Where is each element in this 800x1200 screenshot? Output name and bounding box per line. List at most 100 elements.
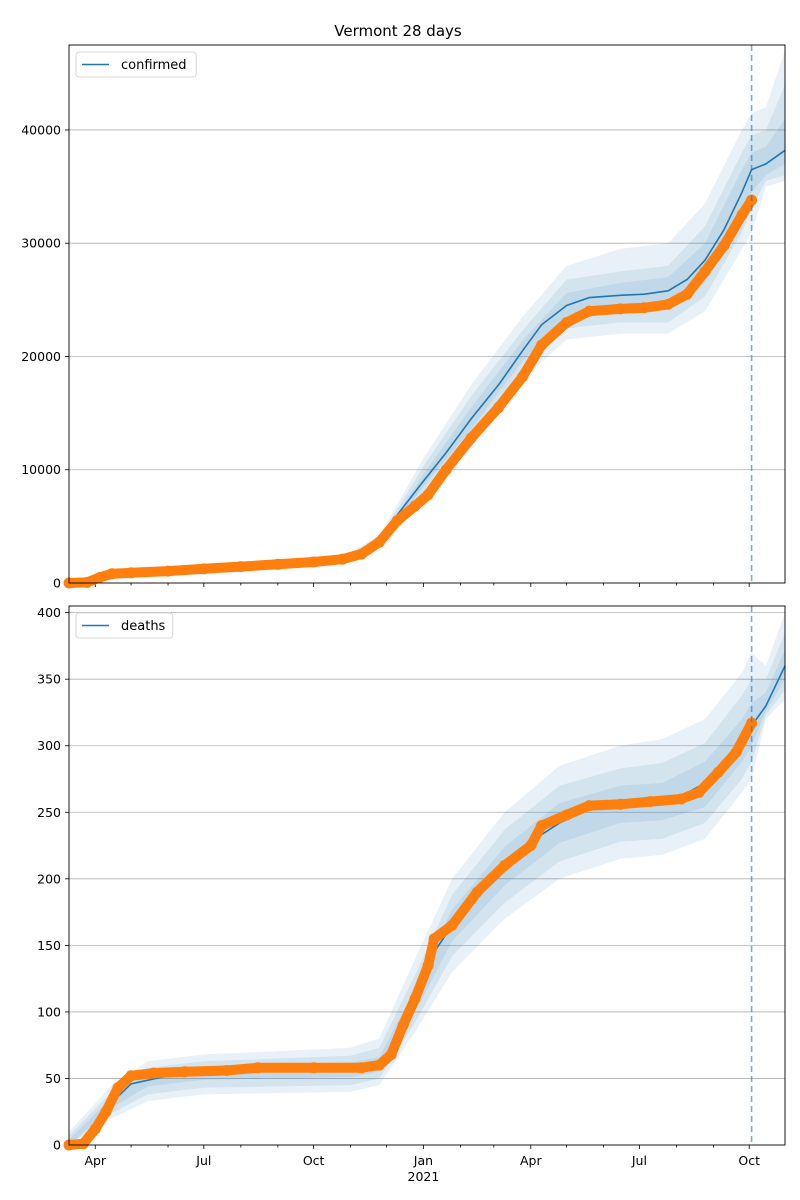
panel-deaths: 0 50 100 150 200 250 300 350 400 Apr Jul Oct Jan2021… (37, 605, 786, 1184)
observed-point (409, 500, 421, 512)
y-tick-label: 40000 (21, 122, 61, 137)
observed-point (373, 536, 385, 548)
x-tick-label: Jul (631, 1153, 647, 1168)
observed-point (746, 717, 758, 729)
legend: confirmed (75, 51, 197, 78)
observed-point (499, 860, 511, 872)
observed-point (561, 809, 573, 821)
observed-point (644, 796, 656, 808)
legend: deaths (75, 612, 174, 639)
observed-point (675, 793, 687, 805)
observed-point (730, 746, 742, 758)
y-tick-label: 200 (37, 871, 61, 886)
observed-point (94, 571, 106, 583)
observed-point (428, 933, 440, 945)
observed-point (662, 298, 674, 310)
observed-point (385, 1049, 397, 1061)
observed-point (179, 1066, 191, 1078)
y-tick-label: 400 (37, 605, 61, 620)
observed-point (252, 1062, 264, 1074)
confidence-band (69, 84, 785, 583)
axes-frame (68, 44, 786, 584)
observed-point (440, 464, 452, 476)
observed-point (162, 565, 174, 577)
observed-point (614, 303, 626, 315)
panel-confirmed: 0 10000 20000 30000 40000 confirmed (21, 44, 786, 591)
observed-point (525, 840, 537, 852)
observed-point (112, 1082, 124, 1094)
observed-point (614, 798, 626, 810)
observed-point (106, 568, 118, 580)
x-tick-label: Oct (303, 1153, 325, 1168)
observed-point (81, 576, 93, 588)
legend-box (75, 51, 197, 78)
x-tick-label: Jul (195, 1153, 211, 1168)
y-tick-label: 0 (53, 576, 61, 591)
observed-point (391, 515, 403, 527)
observed-point (89, 1123, 101, 1135)
observed-point (125, 1070, 137, 1082)
confirmed-line (68, 149, 786, 584)
observed-point (465, 432, 477, 444)
y-tick-label: 50 (45, 1071, 61, 1086)
x-tick-label: Jan (413, 1153, 433, 1168)
y-tick-label: 300 (37, 738, 61, 753)
observed-point (516, 371, 528, 383)
observed-point (397, 1019, 409, 1031)
observed-point (699, 266, 711, 278)
y-tick-label: 100 (37, 1004, 61, 1019)
observed-point (235, 561, 247, 573)
x-tick-label: Apr (84, 1153, 106, 1168)
observed-point (471, 886, 483, 898)
observed-point (638, 302, 650, 314)
observed-point (272, 558, 284, 570)
observed-point (561, 316, 573, 328)
observed-point (355, 548, 367, 560)
observed-point (373, 1059, 385, 1071)
observed-point (736, 209, 748, 221)
observed-point (100, 1106, 112, 1118)
y-tick-label: 250 (37, 805, 61, 820)
legend-label: deaths (121, 619, 166, 634)
observed-point (422, 489, 434, 501)
observed-point (536, 820, 548, 832)
observed-point (308, 556, 320, 568)
observed-point (148, 1067, 160, 1079)
observed-point (409, 993, 421, 1005)
confidence-band (69, 50, 785, 583)
chart-title: Vermont 28 days (334, 22, 462, 40)
observed-point (355, 1062, 367, 1074)
y-tick-label: 30000 (21, 236, 61, 251)
observed-point (718, 239, 730, 251)
y-tick-label: 350 (37, 672, 61, 687)
observed-point (198, 563, 210, 575)
observed-point (583, 305, 595, 317)
confidence-band (69, 612, 785, 1145)
observed-point (583, 800, 595, 812)
observed-point (77, 1138, 89, 1150)
x-tick-sublabel: 2021 (408, 1169, 440, 1184)
y-tick-label: 150 (37, 938, 61, 953)
y-tick-label: 0 (53, 1138, 61, 1153)
observed-point (422, 959, 434, 971)
observed-point (446, 919, 458, 931)
observed-point (493, 401, 505, 413)
x-tick-label: Apr (520, 1153, 542, 1168)
observed-point (308, 1062, 320, 1074)
observed-point (681, 288, 693, 300)
observed-point (336, 553, 348, 565)
confidence-band (69, 632, 785, 1145)
observed-point (221, 1064, 233, 1076)
confidence-band (69, 118, 785, 583)
legend-box (75, 612, 174, 639)
axes-frame (68, 605, 786, 1146)
y-tick-label: 20000 (21, 349, 61, 364)
x-tick-label: Oct (738, 1153, 760, 1168)
observed-point (125, 567, 137, 579)
observed-point (536, 339, 548, 351)
observed-point (712, 766, 724, 778)
legend-label: confirmed (121, 58, 187, 73)
y-tick-label: 10000 (21, 462, 61, 477)
observed-point (693, 786, 705, 798)
